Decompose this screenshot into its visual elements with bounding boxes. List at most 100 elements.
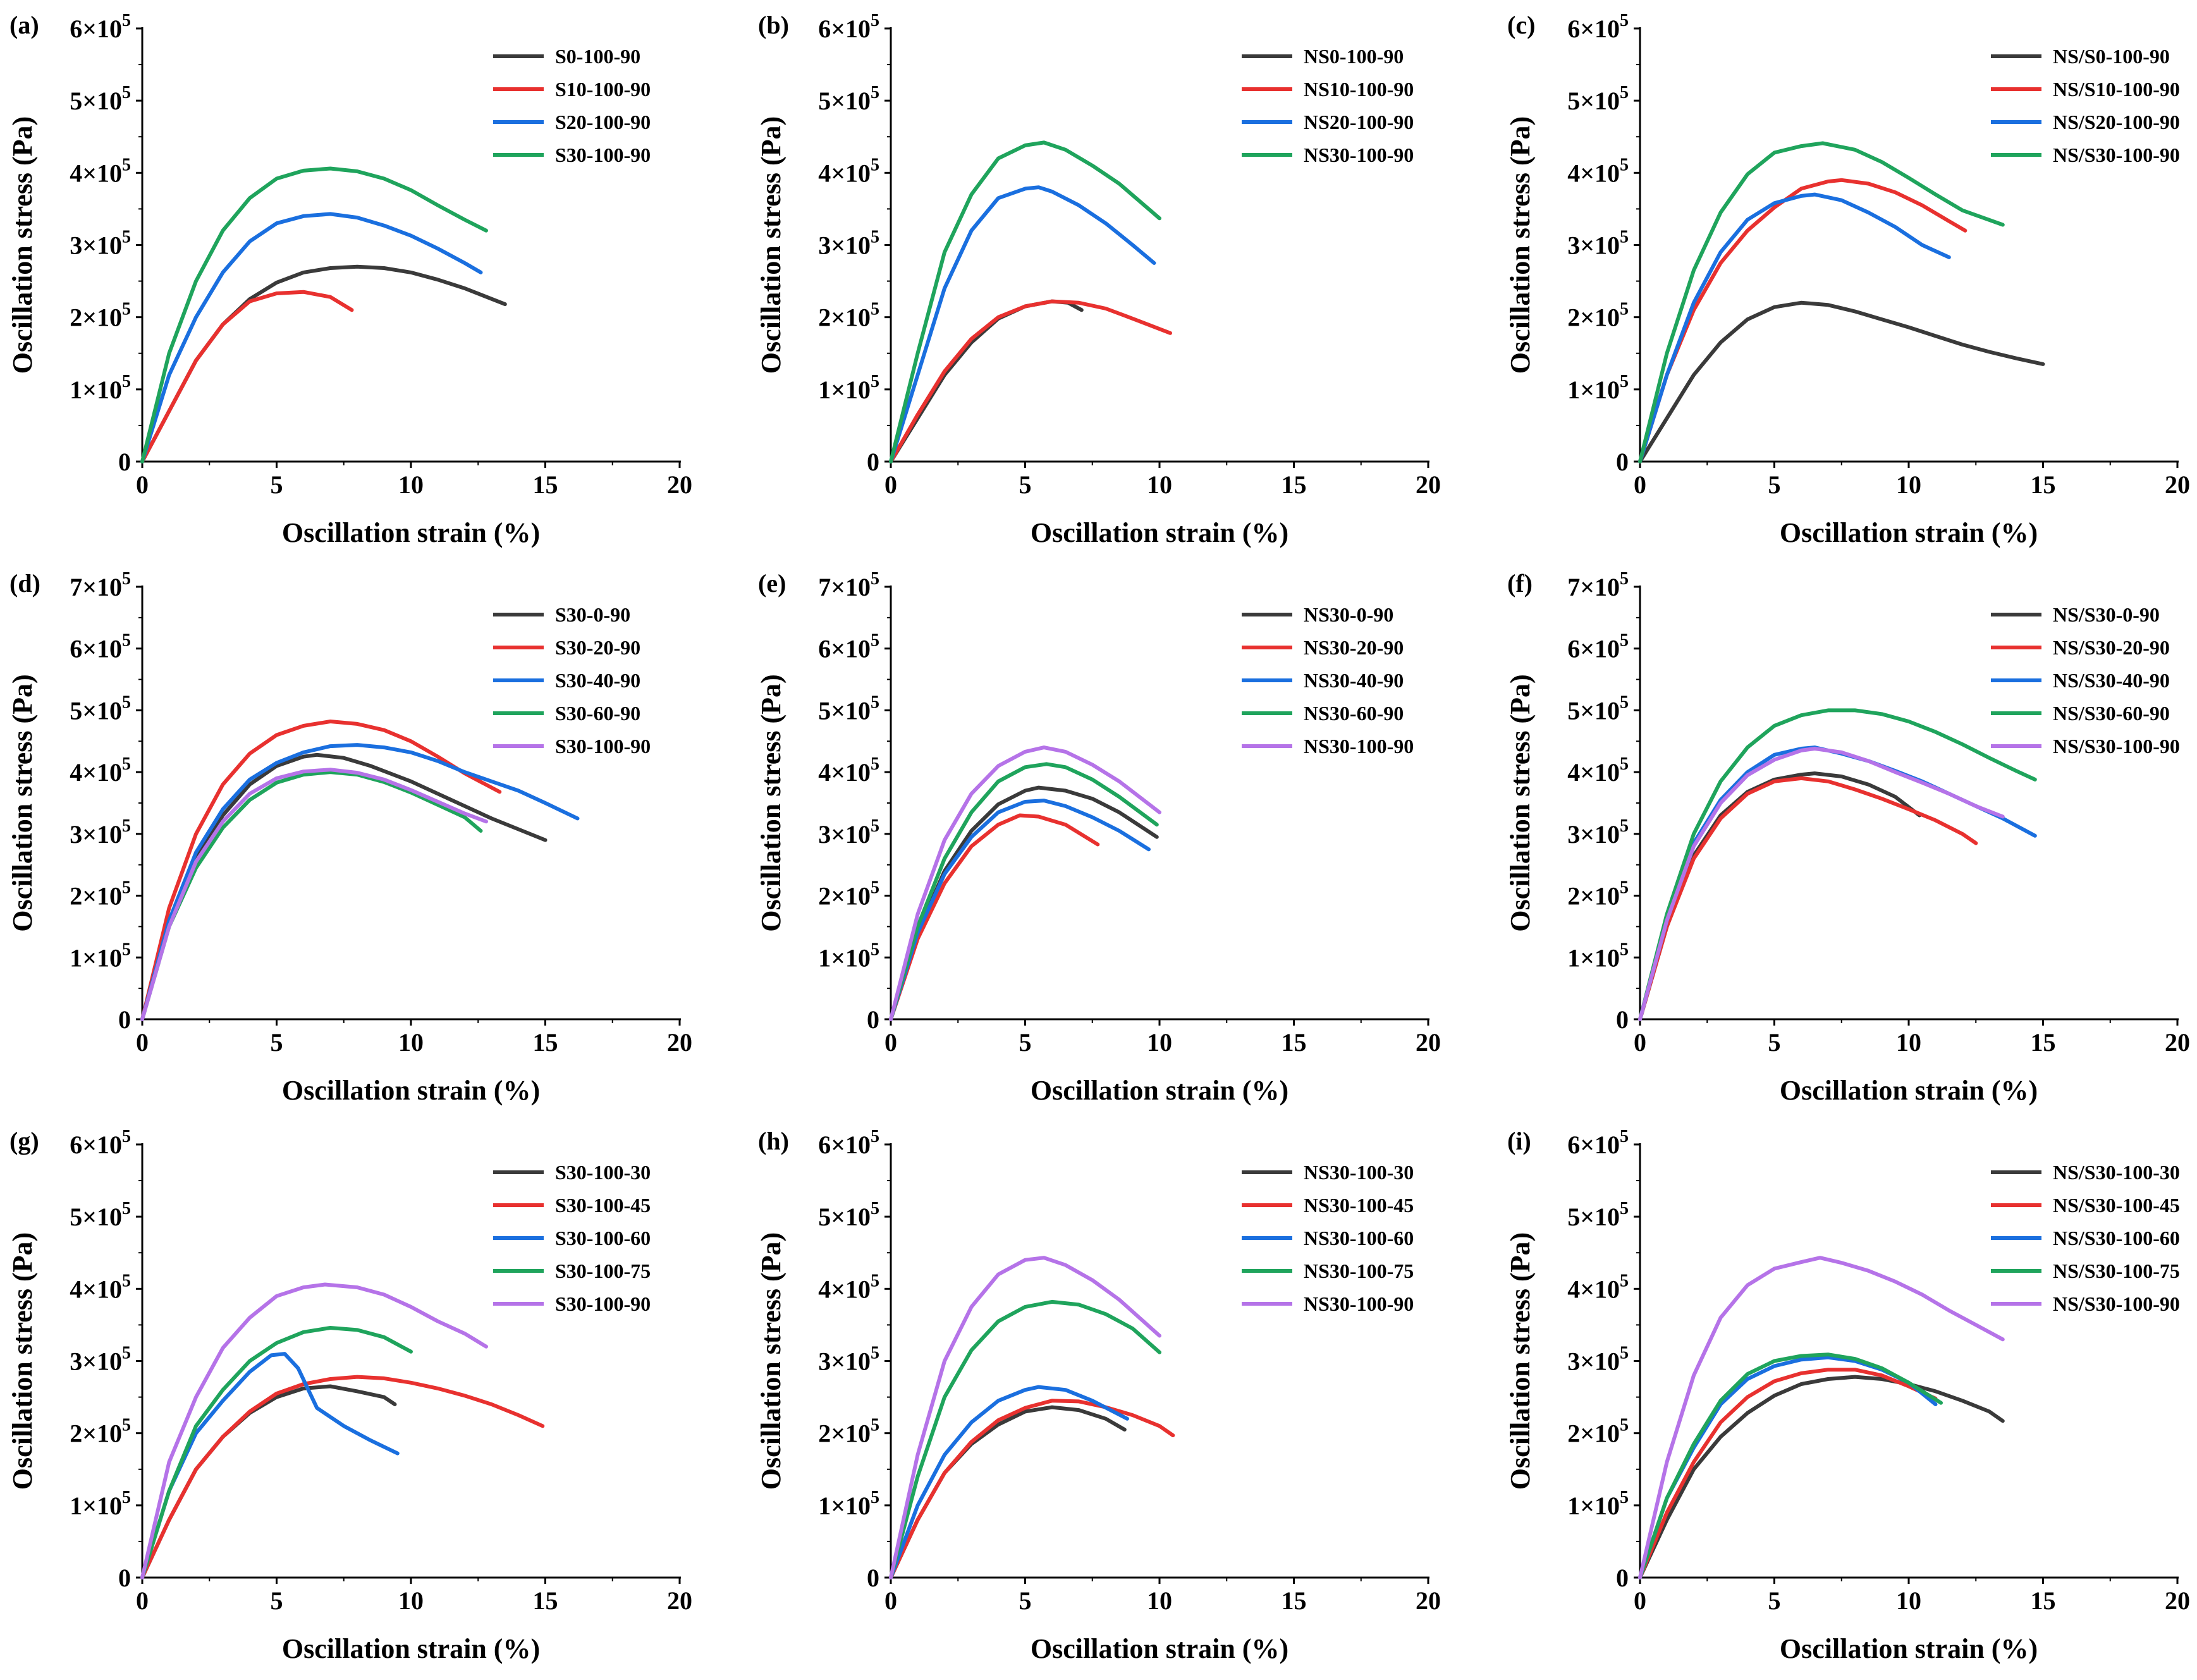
- legend-label: NS30-100-90: [1304, 144, 1414, 166]
- y-tick-times-ten: ×10: [1580, 1419, 1620, 1448]
- panel-2: (b)0 5 10 15 2001×1052×1053×1054×1055×1056×1…: [756, 11, 1441, 548]
- y-tick-exponent: 5: [1620, 1488, 1629, 1507]
- series-line-NS/S30-60-90: [1638, 708, 2037, 1021]
- y-tick-plain: 0: [867, 1005, 879, 1034]
- y-tick-label: 0: [118, 1564, 131, 1592]
- panel-9: (i)0 5 10 15 2001×1052×1053×1054×1055×1056×1…: [1505, 1127, 2190, 1664]
- y-tick-exponent: 5: [122, 754, 131, 774]
- y-tick-mantissa: 3: [70, 820, 82, 849]
- y-tick-label: 1×105: [70, 372, 131, 404]
- series-line-NS10-100-90: [889, 299, 1172, 463]
- y-tick-label: 6×105: [1567, 1127, 1629, 1159]
- legend-label: S30-100-60: [555, 1227, 651, 1249]
- y-tick-exponent: 5: [871, 692, 879, 712]
- y-tick-times-ten: ×10: [1580, 758, 1620, 787]
- y-tick-exponent: 5: [122, 1199, 131, 1218]
- y-tick-label: 1×105: [1567, 940, 1629, 972]
- series-line-NS/S30-20-90: [1638, 776, 1978, 1021]
- y-tick-exponent: 5: [122, 940, 131, 959]
- y-tick-times-ten: ×10: [831, 943, 871, 972]
- y-tick-label: 3×105: [70, 228, 131, 260]
- y-tick-exponent: 5: [122, 83, 131, 102]
- y-tick-mantissa: 7: [818, 573, 831, 601]
- x-tick-label: 10: [1896, 470, 1921, 499]
- y-tick-label: 4×105: [818, 155, 879, 187]
- y-tick-mantissa: 5: [1567, 87, 1580, 115]
- y-tick-mantissa: 1: [818, 943, 831, 972]
- y-tick-exponent: 5: [871, 569, 879, 589]
- series-line-NS/S30-40-90: [1638, 745, 2037, 1021]
- x-axis-title: Oscillation strain (%): [1031, 1075, 1288, 1106]
- y-axis-title: Oscillation stress (Pa): [756, 116, 786, 374]
- y-tick-times-ten: ×10: [1580, 1492, 1620, 1520]
- y-tick-exponent: 5: [122, 692, 131, 712]
- y-tick-label: 1×105: [1567, 372, 1629, 404]
- x-tick-label: 0: [884, 1586, 897, 1615]
- y-tick-times-ten: ×10: [1580, 87, 1620, 115]
- y-tick-mantissa: 3: [818, 820, 831, 849]
- x-axis-title: Oscillation strain (%): [1780, 1075, 2038, 1106]
- y-tick-mantissa: 3: [70, 231, 82, 260]
- y-tick-mantissa: 2: [70, 882, 82, 911]
- series-line-NS30-100-90: [889, 745, 1161, 1021]
- x-tick-label: 5: [1768, 470, 1781, 499]
- y-tick-label: 5×105: [70, 692, 131, 725]
- y-tick-mantissa: 2: [818, 304, 831, 332]
- y-tick-exponent: 5: [871, 1488, 879, 1507]
- y-tick-times-ten: ×10: [831, 1347, 871, 1376]
- legend-label: S30-100-75: [555, 1260, 651, 1282]
- y-tick-times-ten: ×10: [82, 304, 122, 332]
- series-line-NS/S0-100-90: [1638, 300, 2045, 463]
- y-tick-exponent: 5: [122, 878, 131, 898]
- y-tick-mantissa: 4: [70, 758, 82, 787]
- y-tick-times-ten: ×10: [1580, 1347, 1620, 1376]
- panel-label: (f): [1507, 569, 1533, 598]
- y-tick-label: 0: [1616, 1005, 1629, 1034]
- y-tick-times-ten: ×10: [831, 159, 871, 187]
- y-tick-label: 0: [867, 448, 879, 476]
- y-tick-times-ten: ×10: [831, 882, 871, 911]
- series-line-NS/S10-100-90: [1638, 178, 1968, 463]
- y-tick-exponent: 5: [1620, 228, 1629, 247]
- series-line-S30-100-90: [140, 768, 488, 1021]
- x-tick-label: 5: [1768, 1028, 1781, 1057]
- y-tick-mantissa: 3: [70, 1347, 82, 1376]
- y-tick-times-ten: ×10: [82, 87, 122, 115]
- panel-label: (h): [758, 1127, 789, 1155]
- y-tick-mantissa: 3: [1567, 1347, 1580, 1376]
- y-tick-exponent: 5: [122, 631, 131, 651]
- legend-label: S30-100-90: [555, 144, 651, 166]
- y-tick-label: 3×105: [1567, 1344, 1629, 1376]
- y-tick-label: 7×105: [70, 569, 131, 601]
- y-tick-exponent: 5: [1620, 11, 1629, 30]
- legend-label: NS30-0-90: [1304, 603, 1393, 626]
- y-tick-mantissa: 1: [1567, 376, 1580, 404]
- y-tick-label: 6×105: [70, 631, 131, 663]
- legend-label: S20-100-90: [555, 111, 651, 133]
- y-tick-exponent: 5: [1620, 940, 1629, 959]
- y-tick-label: 3×105: [818, 816, 879, 849]
- panel-1: (a)0 5 10 15 2001×1052×1053×1054×1055×1056×1…: [7, 11, 692, 548]
- x-tick-label: 15: [1282, 1028, 1307, 1057]
- y-tick-exponent: 5: [1620, 155, 1629, 175]
- y-tick-times-ten: ×10: [831, 573, 871, 601]
- y-tick-label: 1×105: [818, 1488, 879, 1520]
- series-line-NS/S20-100-90: [1638, 192, 1951, 463]
- y-tick-label: 2×105: [70, 1416, 131, 1448]
- y-tick-mantissa: 6: [70, 1131, 82, 1159]
- y-tick-mantissa: 6: [818, 1131, 831, 1159]
- y-tick-times-ten: ×10: [82, 943, 122, 972]
- x-tick-label: 15: [2031, 1586, 2056, 1615]
- legend-label: NS/S30-60-90: [2053, 702, 2170, 725]
- y-tick-exponent: 5: [1620, 569, 1629, 589]
- series-line-NS/S30-0-90: [1638, 771, 1921, 1021]
- y-tick-mantissa: 3: [1567, 231, 1580, 260]
- y-tick-exponent: 5: [122, 1488, 131, 1507]
- y-tick-times-ten: ×10: [1580, 635, 1620, 663]
- y-tick-exponent: 5: [871, 940, 879, 959]
- x-tick-label: 20: [1416, 1586, 1441, 1615]
- x-axis-title: Oscillation strain (%): [1780, 1633, 2038, 1664]
- y-tick-label: 4×105: [1567, 155, 1629, 187]
- legend-label: NS/S30-100-90: [2053, 144, 2180, 166]
- y-tick-exponent: 5: [871, 1344, 879, 1363]
